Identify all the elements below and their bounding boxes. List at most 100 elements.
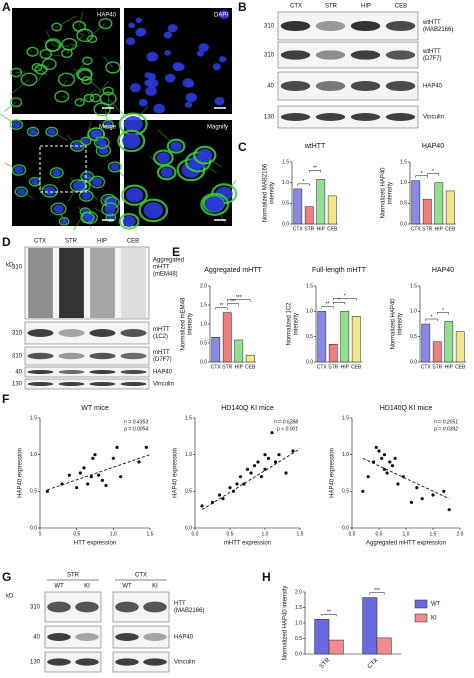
cell-body — [45, 126, 59, 137]
neurite — [4, 101, 17, 112]
point — [273, 460, 278, 464]
nucleus — [144, 79, 153, 87]
cell-body — [69, 179, 87, 193]
cell-body — [98, 17, 113, 30]
x-tick-label: CEB — [455, 364, 466, 370]
bar — [328, 639, 344, 655]
nucleus — [72, 181, 84, 191]
point — [45, 489, 49, 493]
point — [249, 471, 253, 475]
trend-line — [201, 448, 301, 511]
bar — [411, 180, 421, 225]
cell-body — [26, 46, 39, 57]
bar — [432, 341, 442, 363]
neurite — [79, 97, 90, 101]
nucleus — [125, 37, 136, 46]
band — [89, 329, 116, 337]
blot-strip — [112, 625, 170, 649]
nucleus — [197, 148, 213, 162]
blot-strip — [44, 651, 102, 673]
band — [385, 113, 416, 121]
x-tick-label: CEB — [327, 226, 338, 232]
point — [115, 445, 119, 449]
neurite — [34, 64, 42, 70]
nucleus — [17, 188, 26, 196]
lane-label: STR — [65, 239, 78, 245]
nucleus — [185, 92, 197, 103]
nucleus — [218, 10, 230, 19]
nucleus — [82, 138, 90, 145]
band — [315, 80, 346, 92]
band — [120, 329, 147, 337]
blot-strip — [112, 651, 170, 673]
y-axis-label: intensity — [270, 182, 276, 204]
significance-label: * — [431, 314, 433, 320]
significance-label: * — [421, 171, 423, 177]
significance-bracket — [227, 299, 251, 302]
bar — [314, 619, 330, 655]
mw-marker: 310 — [12, 354, 23, 360]
band-label: (mEM48) — [153, 272, 178, 278]
y-tick-label: 0.0 — [185, 525, 192, 531]
x-tick-label: STR — [432, 364, 442, 370]
stat-annotation: p = 0.0392 — [433, 426, 458, 432]
cell-body — [193, 145, 217, 165]
neurite — [107, 98, 124, 116]
point — [366, 475, 370, 479]
band — [120, 370, 147, 374]
y-axis-label: intensity — [188, 313, 194, 335]
y-tick-label: 2.0 — [200, 283, 207, 289]
x-tick-label: 1.5 — [147, 531, 154, 537]
nucleus — [122, 215, 136, 227]
band — [350, 20, 381, 32]
point — [415, 486, 419, 490]
nucleus — [96, 138, 107, 147]
point — [144, 445, 148, 449]
significance-bracket — [333, 298, 357, 301]
lane-label: HIP — [361, 4, 371, 10]
band — [350, 50, 381, 60]
band — [120, 352, 147, 360]
cell-body — [41, 58, 57, 71]
point — [266, 456, 271, 460]
y-axis-label: HAP40 expression — [18, 448, 24, 498]
y-tick-label: 0.0 — [30, 525, 37, 531]
band-label: (MAB2166) — [174, 608, 204, 614]
band — [75, 633, 99, 641]
band-label: wtHTT — [422, 49, 441, 55]
band — [27, 370, 54, 374]
significance-bracket — [437, 312, 449, 315]
y-axis-label: HAP40 expression — [173, 448, 179, 498]
nucleus — [165, 73, 176, 83]
legend-label: KI — [431, 616, 437, 622]
cell-body — [93, 136, 110, 149]
significance-label: *** — [230, 299, 236, 305]
x-tick-label: 0.5 — [376, 531, 383, 537]
point — [235, 482, 239, 486]
point — [245, 467, 250, 471]
cell-body — [61, 48, 73, 59]
micrograph — [117, 105, 238, 230]
band-label: HTT — [174, 601, 186, 607]
y-tick-label: 1.0 — [410, 309, 417, 315]
band — [58, 382, 85, 386]
nucleus — [218, 56, 227, 63]
significance-label: *** — [236, 295, 242, 301]
y-tick-label: 0.5 — [400, 201, 407, 207]
cell-body — [57, 72, 76, 87]
point — [447, 508, 451, 512]
point — [409, 500, 413, 504]
cell-body — [41, 184, 59, 198]
point — [420, 497, 424, 501]
point — [259, 475, 264, 479]
point — [374, 445, 378, 449]
significance-label: * — [303, 179, 305, 185]
blot-strip — [277, 105, 419, 129]
panel-letter: G — [2, 570, 11, 584]
stat-annotation: r² = 0.4353 — [124, 419, 149, 425]
smear — [121, 248, 146, 318]
panel-letter: F — [2, 392, 9, 406]
band — [58, 329, 85, 337]
x-tick-label: HIP — [235, 364, 244, 370]
stat-annotation: r² = 0.2051 — [434, 419, 459, 425]
